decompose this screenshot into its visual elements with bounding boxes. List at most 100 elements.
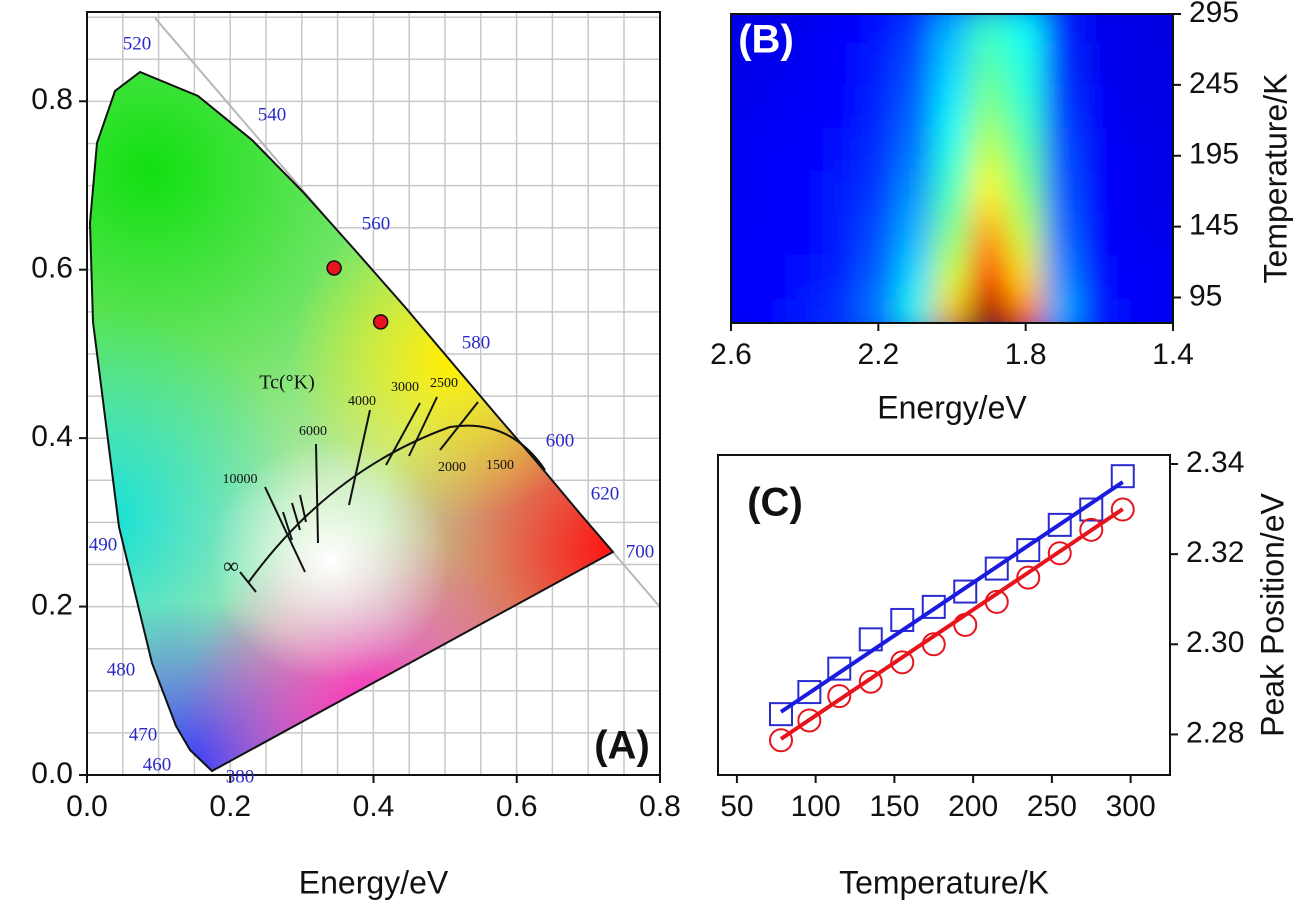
heatmap-cell [859, 296, 898, 323]
heatmap-cell [896, 41, 935, 86]
y-axis-label: Temperature/K [1257, 74, 1293, 284]
cct-title: Tc(°K) [259, 372, 314, 394]
heatmap-cell [785, 254, 824, 298]
heatmap-cell [896, 14, 935, 43]
heatmap-cell [1154, 254, 1173, 298]
heatmap-cell [1117, 14, 1156, 43]
heatmap-cell [1043, 126, 1082, 171]
heatmap-cell [1006, 254, 1045, 298]
x-tick-label: 0.8 [639, 790, 681, 823]
heatmap-cell [785, 211, 824, 256]
heatmap-cell [1080, 254, 1119, 298]
heatmap-cell [822, 41, 861, 86]
heatmap-cell [933, 169, 971, 213]
y-tick-label: 295 [1189, 0, 1239, 29]
heatmap-cell [1154, 126, 1173, 171]
heatmap-cell [896, 126, 935, 171]
heatmap-cell [731, 296, 750, 323]
wavelength-label: 380 [226, 766, 255, 787]
x-axis-label: Energy/eV [877, 389, 1027, 425]
wavelength-label: 560 [362, 213, 391, 234]
heatmap-cell [731, 41, 750, 86]
x-tick-label: 2.2 [857, 338, 899, 371]
wavelength-label: 460 [143, 754, 172, 775]
heatmap-cell [859, 14, 898, 43]
heatmap-cell [1080, 126, 1119, 171]
heatmap-cell [822, 84, 861, 128]
heatmap-cell [896, 84, 935, 128]
heatmap-area [731, 14, 1173, 323]
heatmap-cell [969, 211, 1008, 256]
heatmap-cell [1154, 211, 1173, 256]
x-tick-label: 150 [869, 790, 919, 823]
heatmap-cell [748, 14, 787, 43]
circle-marker [1079, 517, 1104, 542]
heatmap-cell [785, 126, 824, 171]
heatmap-cell [1080, 296, 1119, 323]
x-tick-label: 0.2 [209, 790, 251, 823]
isotemperature-lines [239, 396, 479, 593]
heatmap-cell [1154, 41, 1173, 86]
heatmap-cell [1154, 296, 1173, 323]
heatmap-cell [933, 84, 971, 128]
heatmap-cell [1117, 296, 1156, 323]
wavelength-label: 620 [591, 483, 620, 504]
cct-label: 6000 [299, 424, 327, 439]
heatmap-cell [969, 84, 1008, 128]
heatmap-cell [1006, 169, 1045, 213]
circle-marker [797, 708, 822, 733]
heatmap-cell [1043, 169, 1082, 213]
plot-frame [717, 454, 1171, 776]
wavelength-label: 480 [107, 659, 136, 680]
heatmap-cell [785, 169, 824, 213]
cct-label: 10000 [223, 472, 258, 487]
heatmap-cell [1043, 41, 1082, 86]
heatmap-cell [1080, 84, 1119, 128]
y-tick-label: 245 [1189, 67, 1239, 100]
heatmap-cell [1006, 14, 1045, 43]
heatmap-cell [1117, 41, 1156, 86]
square-marker [1047, 512, 1072, 537]
heatmap-cell [969, 296, 1008, 323]
x-tick-label: 0.0 [66, 790, 108, 823]
cct-label: 1500 [486, 458, 514, 473]
x-tick-label: 50 [720, 790, 753, 823]
heatmap-cell [896, 211, 935, 256]
y-tick-label: 2.34 [1186, 446, 1244, 479]
square-marker [1110, 464, 1135, 489]
cct-label: 3000 [391, 380, 419, 395]
heatmap-cell [859, 126, 898, 171]
heatmap-cell [1154, 84, 1173, 128]
panel-label: (A) [594, 724, 650, 768]
x-tick-label: 250 [1027, 790, 1077, 823]
cct-label: 2000 [438, 460, 466, 475]
x-tick-label: 0.6 [496, 790, 538, 823]
heatmap-cell [1117, 84, 1156, 128]
heatmap-cells [731, 14, 1173, 323]
heatmap-cell [1117, 169, 1156, 213]
circle-marker [1047, 541, 1072, 566]
planckian-locus [247, 424, 546, 584]
heatmap-cell [859, 84, 898, 128]
x-tick-label: 1.4 [1152, 338, 1194, 371]
heatmap-cell [1006, 126, 1045, 171]
heatmap-cell [969, 126, 1008, 171]
heatmap-cell [822, 254, 861, 298]
fit-line [779, 507, 1124, 741]
heatmap-cell [933, 296, 971, 323]
heatmap-cell [731, 126, 750, 171]
square-marker [921, 594, 946, 619]
heatmap-cell [1080, 14, 1119, 43]
heatmap-cell [1117, 254, 1156, 298]
heatmap-cell [785, 41, 824, 86]
y-tick-label: 95 [1189, 279, 1222, 312]
x-tick-label: 200 [948, 790, 998, 823]
circle-marker [768, 728, 793, 753]
x-axis-label: Energy/eV [299, 864, 449, 900]
heatmap-cell [1006, 84, 1045, 128]
heatmap-cell [731, 211, 750, 256]
wavelength-label: 540 [258, 104, 287, 125]
heatmap-cell [1043, 84, 1082, 128]
heatmap-cell [969, 41, 1008, 86]
